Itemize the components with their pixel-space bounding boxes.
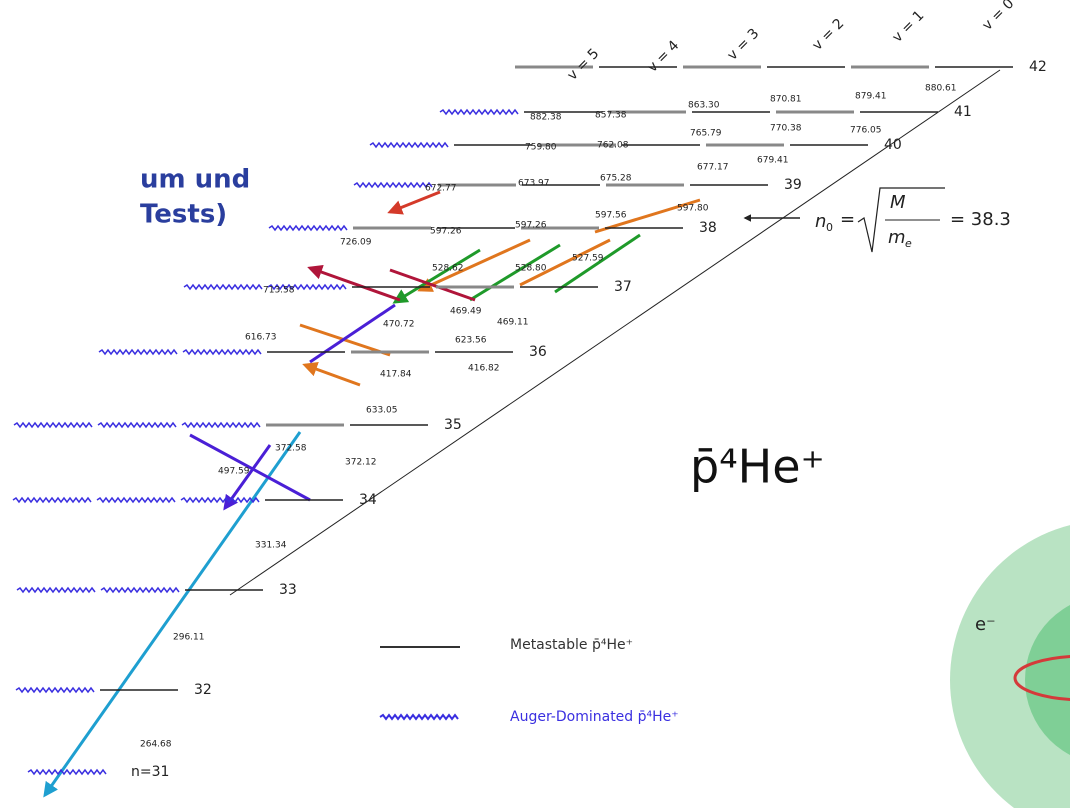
wavelength-label: 675.28 bbox=[600, 174, 632, 184]
level-label: 32 bbox=[194, 682, 212, 698]
vibrational-label: v = 0 bbox=[979, 0, 1017, 34]
level-label: 35 bbox=[444, 417, 462, 433]
wavelength-label: 264.68 bbox=[140, 740, 172, 750]
electron-label: e⁻ bbox=[975, 614, 996, 635]
auger-level bbox=[184, 285, 262, 289]
auger-level bbox=[181, 498, 259, 502]
wavelength-label: 417.84 bbox=[380, 370, 412, 380]
wavelength-label: 863.30 bbox=[688, 101, 720, 111]
auger-level bbox=[16, 688, 94, 692]
auger-level bbox=[182, 423, 260, 427]
wavelength-label: 469.49 bbox=[450, 307, 482, 317]
legend-wave bbox=[380, 715, 458, 719]
title-line: Tests) bbox=[140, 200, 227, 230]
vibrational-label: v = 2 bbox=[809, 16, 847, 54]
vibrational-label: v = 4 bbox=[644, 38, 682, 76]
wavelength-label: 857.38 bbox=[595, 111, 627, 121]
level-label: 42 bbox=[1029, 59, 1047, 75]
formula-result: = 38.3 bbox=[950, 209, 1011, 230]
wavelength-label: 616.73 bbox=[245, 333, 277, 343]
wavelength-label: 879.41 bbox=[855, 92, 887, 102]
vibrational-label: v = 3 bbox=[724, 26, 762, 64]
wavelength-label: 679.41 bbox=[757, 156, 789, 166]
wavelength-label: 497.59 bbox=[218, 467, 250, 477]
formula: n 0 = M m e = 38.3 bbox=[815, 188, 1011, 252]
wavelength-label: 597.26 bbox=[515, 221, 547, 231]
wavelength-label: 528.62 bbox=[432, 264, 464, 274]
wavelength-label: 597.26 bbox=[430, 227, 462, 237]
wavelength-label: 673.97 bbox=[518, 179, 550, 189]
wavelength-label: 672.77 bbox=[425, 184, 457, 194]
vibrational-label: v = 5 bbox=[564, 46, 602, 84]
level-label: 37 bbox=[614, 279, 632, 295]
vibrational-label: v = 1 bbox=[889, 8, 927, 46]
formula-eq: = bbox=[840, 209, 855, 230]
wavelength-label: 726.09 bbox=[340, 238, 372, 248]
wavelength-label: 870.81 bbox=[770, 95, 802, 105]
formula-n: n bbox=[815, 211, 826, 232]
auger-level bbox=[99, 350, 177, 354]
formula-den-sub: e bbox=[905, 237, 912, 250]
wavelength-label: 770.38 bbox=[770, 124, 802, 134]
wavelength-label: 765.79 bbox=[690, 129, 722, 139]
formula-den: m bbox=[888, 227, 906, 248]
red-arrow bbox=[390, 192, 440, 212]
wavelength-label: 623.56 bbox=[455, 336, 487, 346]
auger-level bbox=[354, 183, 432, 187]
level-label: 33 bbox=[279, 582, 297, 598]
wavelength-label: 528.80 bbox=[515, 264, 547, 274]
level-label: 40 bbox=[884, 137, 902, 153]
wavelength-label: 597.56 bbox=[595, 211, 627, 221]
auger-level bbox=[13, 498, 91, 502]
auger-level bbox=[269, 226, 347, 230]
species-label: p̄⁴He⁺ bbox=[690, 440, 825, 494]
wavelength-label: 633.05 bbox=[366, 406, 398, 416]
wavelength-label: 470.72 bbox=[383, 320, 415, 330]
wavelength-label: 759.80 bbox=[525, 143, 557, 153]
legend-text: Auger-Dominated p̄⁴He⁺ bbox=[510, 709, 679, 725]
level-label: 36 bbox=[529, 344, 547, 360]
wavelength-label: 527.59 bbox=[572, 254, 604, 264]
auger-level bbox=[17, 588, 95, 592]
wavelength-label: 469.11 bbox=[497, 318, 529, 328]
auger-level bbox=[97, 498, 175, 502]
auger-level bbox=[98, 423, 176, 427]
legend-text: Metastable p̄⁴He⁺ bbox=[510, 637, 633, 653]
auger-level bbox=[101, 588, 179, 592]
formula-num: M bbox=[890, 192, 906, 213]
level-label: 39 bbox=[784, 177, 802, 193]
wavelength-label: 713.58 bbox=[263, 286, 295, 296]
title-line: um und bbox=[140, 165, 250, 195]
diagram: e⁻ um und Tests) n 0 = M m e = 38.3 p̄⁴H… bbox=[0, 0, 1070, 808]
auger-level bbox=[14, 423, 92, 427]
wavelength-label: 677.17 bbox=[697, 163, 729, 173]
auger-level bbox=[183, 350, 261, 354]
formula-sub: 0 bbox=[826, 221, 833, 234]
wavelength-label: 372.12 bbox=[345, 458, 377, 468]
orange-arrow bbox=[300, 325, 390, 385]
level-label: 34 bbox=[359, 492, 377, 508]
auger-level bbox=[370, 143, 448, 147]
purple-arrow bbox=[190, 305, 395, 508]
cyan-cascade bbox=[45, 432, 300, 795]
wavelength-label: 372.58 bbox=[275, 444, 307, 454]
auger-level bbox=[440, 110, 518, 114]
wavelength-label: 776.05 bbox=[850, 126, 882, 136]
level-label: 41 bbox=[954, 104, 972, 120]
wavelength-label: 880.61 bbox=[925, 84, 957, 94]
level-label: 38 bbox=[699, 220, 717, 236]
wavelength-label: 762.08 bbox=[597, 141, 629, 151]
level-label: n=31 bbox=[131, 764, 169, 780]
wavelength-label: 597.80 bbox=[677, 204, 709, 214]
auger-level bbox=[28, 770, 106, 774]
wavelength-label: 416.82 bbox=[468, 364, 500, 374]
wavelength-label: 296.11 bbox=[173, 633, 205, 643]
wavelength-label: 331.34 bbox=[255, 541, 287, 551]
wavelength-label: 882.38 bbox=[530, 113, 562, 123]
